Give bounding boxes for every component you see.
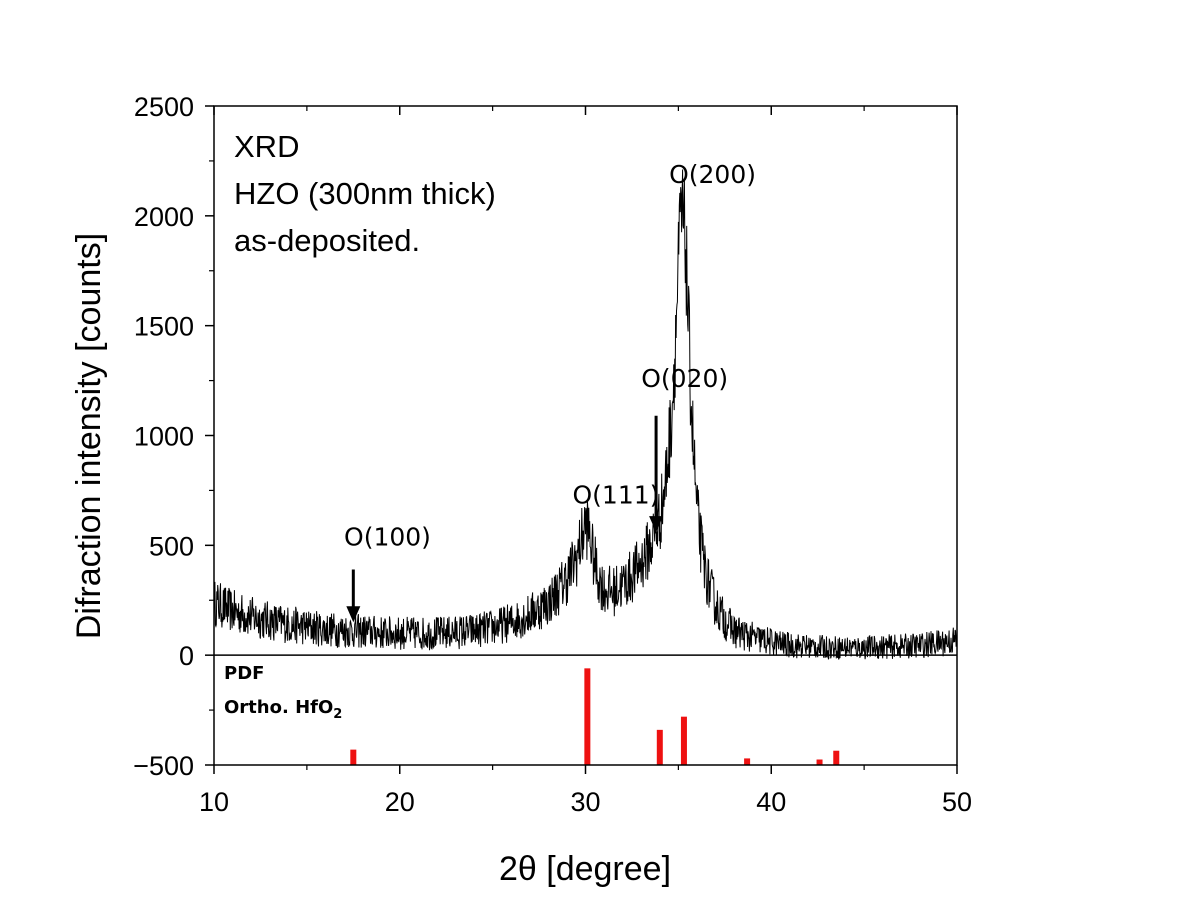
x-tick-label: 50 xyxy=(942,787,972,817)
reference-pattern-label: PDF Ortho. HfO2 xyxy=(224,663,342,722)
peak-label: O(111) xyxy=(572,481,659,510)
ortho-hfo2-label: Ortho. HfO2 xyxy=(224,697,342,722)
x-tick-label: 10 xyxy=(199,787,229,817)
ortho-hfo2-main: Ortho. HfO xyxy=(224,697,333,718)
peak-annotation: O(111) xyxy=(572,481,659,510)
x-tick-label: 30 xyxy=(570,787,600,817)
peak-arrow-head xyxy=(649,516,664,533)
peak-label: O(020) xyxy=(641,364,728,393)
y-axis-title: Difraction intensity [counts] xyxy=(70,233,108,639)
peak-label: O(200) xyxy=(669,160,756,189)
peak-annotation: O(020) xyxy=(641,364,728,533)
x-tick-label: 40 xyxy=(756,787,786,817)
reference-peak-bar xyxy=(833,750,840,765)
peak-arrow-head xyxy=(346,606,361,623)
info-line-sample: HZO (300nm thick) xyxy=(234,176,496,211)
peak-annotation: O(200) xyxy=(669,160,756,189)
plot-area: O(100) O(111) O(020) O(200) xyxy=(213,160,958,765)
reference-peak-bar xyxy=(744,758,751,765)
x-tick-label: 20 xyxy=(385,787,415,817)
reference-peak-bar xyxy=(680,716,687,765)
pdf-label: PDF xyxy=(224,663,264,684)
y-tick-label: 1500 xyxy=(134,312,194,342)
y-tick-label: 0 xyxy=(179,641,194,671)
info-line-condition: as-deposited. xyxy=(234,223,420,258)
ortho-hfo2-subscript: 2 xyxy=(333,707,342,722)
y-tick-label: 2000 xyxy=(134,202,194,232)
peak-annotation: O(100) xyxy=(344,522,431,623)
axes: 10 20 30 40 50 −500 0 500 1000 1500 2000 2500 xyxy=(133,92,972,817)
peak-label: O(100) xyxy=(344,522,431,551)
reference-peak-bar xyxy=(656,729,663,765)
xrd-trace xyxy=(213,169,958,660)
info-line-xrd: XRD xyxy=(234,129,299,164)
reference-peak-bar xyxy=(350,749,357,765)
x-axis-title: 2θ [degree] xyxy=(499,850,671,888)
y-tick-label: −500 xyxy=(133,751,194,781)
info-text-block: XRD HZO (300nm thick) as-deposited. xyxy=(234,129,496,258)
y-tick-label: 1000 xyxy=(134,422,194,452)
y-tick-label: 2500 xyxy=(134,92,194,122)
reference-peak-bar xyxy=(816,759,823,765)
reference-peak-bar xyxy=(584,668,591,765)
y-tick-label: 500 xyxy=(149,531,194,561)
